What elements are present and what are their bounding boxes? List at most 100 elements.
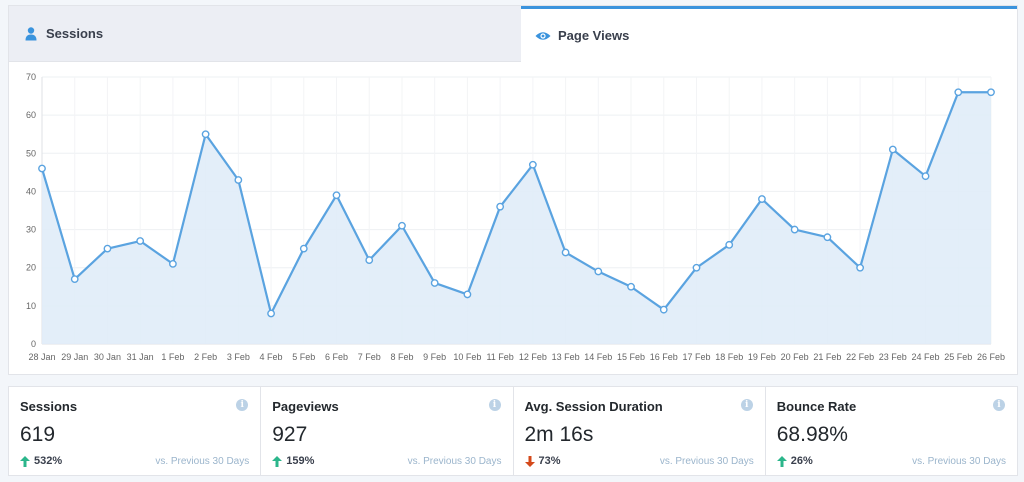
data-point <box>790 225 799 234</box>
stat-change-value: 73% <box>538 455 561 467</box>
info-icon[interactable]: i <box>236 399 249 411</box>
data-point <box>267 309 275 318</box>
x-tick-label: 29 Jan <box>61 352 88 362</box>
data-point <box>234 176 243 184</box>
x-tick-label: 9 Feb <box>423 352 446 362</box>
data-point <box>103 244 112 253</box>
x-tick-label: 4 Feb <box>260 352 283 362</box>
stat-compare: vs. Previous 30 Days <box>155 456 250 467</box>
overview-report-panel: Sessions Page Views 0 10 20 30 40 50 60 70 28 Ja… <box>8 5 1018 375</box>
info-icon[interactable]: i <box>488 399 501 411</box>
x-tick-label: 6 Feb <box>325 352 348 362</box>
arrow-up-icon <box>776 455 787 467</box>
x-tick-label: 18 Feb <box>715 352 743 362</box>
stat-value: 619 <box>20 423 56 446</box>
eye-icon <box>535 28 551 44</box>
pageviews-chart-svg: 0 10 20 30 40 50 60 70 28 Jan 29 Jan 30 Jan 31 Jan 1… <box>26 72 1005 362</box>
series-line <box>40 91 991 315</box>
data-point <box>823 233 832 242</box>
y-tick-label: 30 <box>26 225 36 235</box>
stat-value: 927 <box>272 423 308 446</box>
stat-value: 68.98% <box>776 423 848 446</box>
x-tick-label: 16 Feb <box>650 352 678 362</box>
stat-change: 26% <box>776 455 813 467</box>
data-point <box>299 244 308 253</box>
data-point <box>888 145 897 154</box>
stats-row: Sessions i 619 532% vs. Previous 30 Days… <box>8 386 1018 476</box>
x-tick-label: 12 Feb <box>519 352 547 362</box>
tab-page-views[interactable]: Page Views <box>521 6 1017 62</box>
stat-compare: vs. Previous 30 Days <box>912 456 1006 467</box>
x-tick-label: 1 Feb <box>161 352 184 362</box>
data-point <box>398 221 406 230</box>
data-point <box>692 263 701 272</box>
x-tick-label: 3 Feb <box>227 352 250 362</box>
data-point <box>921 172 930 181</box>
data-point <box>987 88 995 97</box>
stat-label: Sessions <box>20 399 78 414</box>
y-tick-label: 20 <box>26 263 36 273</box>
x-tick-label: 13 Feb <box>552 352 580 362</box>
x-tick-label: 22 Feb <box>846 352 874 362</box>
x-tick-label: 23 Feb <box>879 352 907 362</box>
x-tick-label: 31 Jan <box>127 352 154 362</box>
report-tabs: Sessions Page Views <box>9 6 1017 62</box>
info-icon[interactable]: i <box>740 399 753 411</box>
x-tick-label: 21 Feb <box>813 352 841 362</box>
stat-avg-session-duration: Avg. Session Duration i 2m 16s 73% vs. P… <box>514 387 766 475</box>
stat-pageviews: Pageviews i 927 159% vs. Previous 30 Day… <box>261 387 514 475</box>
x-tick-label: 2 Feb <box>194 352 217 362</box>
y-tick-label: 10 <box>26 301 36 311</box>
data-point <box>463 290 472 299</box>
x-tick-label: 10 Feb <box>453 352 481 362</box>
stat-sessions: Sessions i 619 532% vs. Previous 30 Days <box>9 387 262 475</box>
x-tick-label: 28 Jan <box>28 352 55 362</box>
data-point <box>136 237 145 245</box>
data-point <box>201 130 210 139</box>
data-point <box>594 267 603 276</box>
stat-change-value: 26% <box>790 455 813 467</box>
series-area <box>42 92 991 344</box>
data-point <box>561 248 570 257</box>
stat-bounce-rate: Bounce Rate i 68.98% 26% vs. Previous 30… <box>766 387 1017 475</box>
tab-sessions[interactable]: Sessions <box>9 6 521 62</box>
data-point <box>430 279 439 287</box>
x-tick-label: 15 Feb <box>617 352 645 362</box>
stat-change-value: 159% <box>286 455 315 467</box>
data-point <box>38 164 46 173</box>
y-tick-label: 0 <box>31 339 36 349</box>
x-tick-label: 25 Feb <box>944 352 972 362</box>
data-point <box>659 305 668 314</box>
x-tick-label: 11 Feb <box>486 352 513 362</box>
x-tick-label: 17 Feb <box>682 352 710 362</box>
stat-change-value: 532% <box>34 455 63 467</box>
data-point <box>70 275 79 284</box>
tab-page-views-label: Page Views <box>558 28 630 43</box>
user-icon <box>23 26 39 42</box>
y-tick-label: 70 <box>26 72 36 82</box>
data-point <box>627 282 635 291</box>
data-point <box>528 160 537 169</box>
stat-change: 73% <box>524 455 561 467</box>
x-tick-label: 20 Feb <box>781 352 809 362</box>
data-point <box>168 259 177 268</box>
info-icon[interactable]: i <box>993 399 1005 411</box>
stat-compare: vs. Previous 30 Days <box>659 456 754 467</box>
stat-compare: vs. Previous 30 Days <box>407 456 502 467</box>
data-point <box>725 240 734 249</box>
data-point <box>954 88 963 97</box>
arrow-up-icon <box>20 455 30 467</box>
x-tick-label: 7 Feb <box>358 352 381 362</box>
x-tick-label: 30 Jan <box>94 352 121 362</box>
data-point <box>856 263 865 272</box>
x-tick-label: 24 Feb <box>912 352 940 362</box>
data-point <box>758 195 766 203</box>
arrow-down-icon <box>524 455 535 467</box>
pageviews-chart: 0 10 20 30 40 50 60 70 28 Jan 29 Jan 30 Jan 31 Jan 1… <box>9 62 1017 374</box>
x-tick-label: 26 Feb <box>977 352 1005 362</box>
stat-label: Avg. Session Duration <box>524 399 663 414</box>
stat-label: Pageviews <box>272 399 339 414</box>
stat-label: Bounce Rate <box>776 399 857 414</box>
x-tick-label: 19 Feb <box>748 352 776 362</box>
x-tick-label: 8 Feb <box>390 352 413 362</box>
